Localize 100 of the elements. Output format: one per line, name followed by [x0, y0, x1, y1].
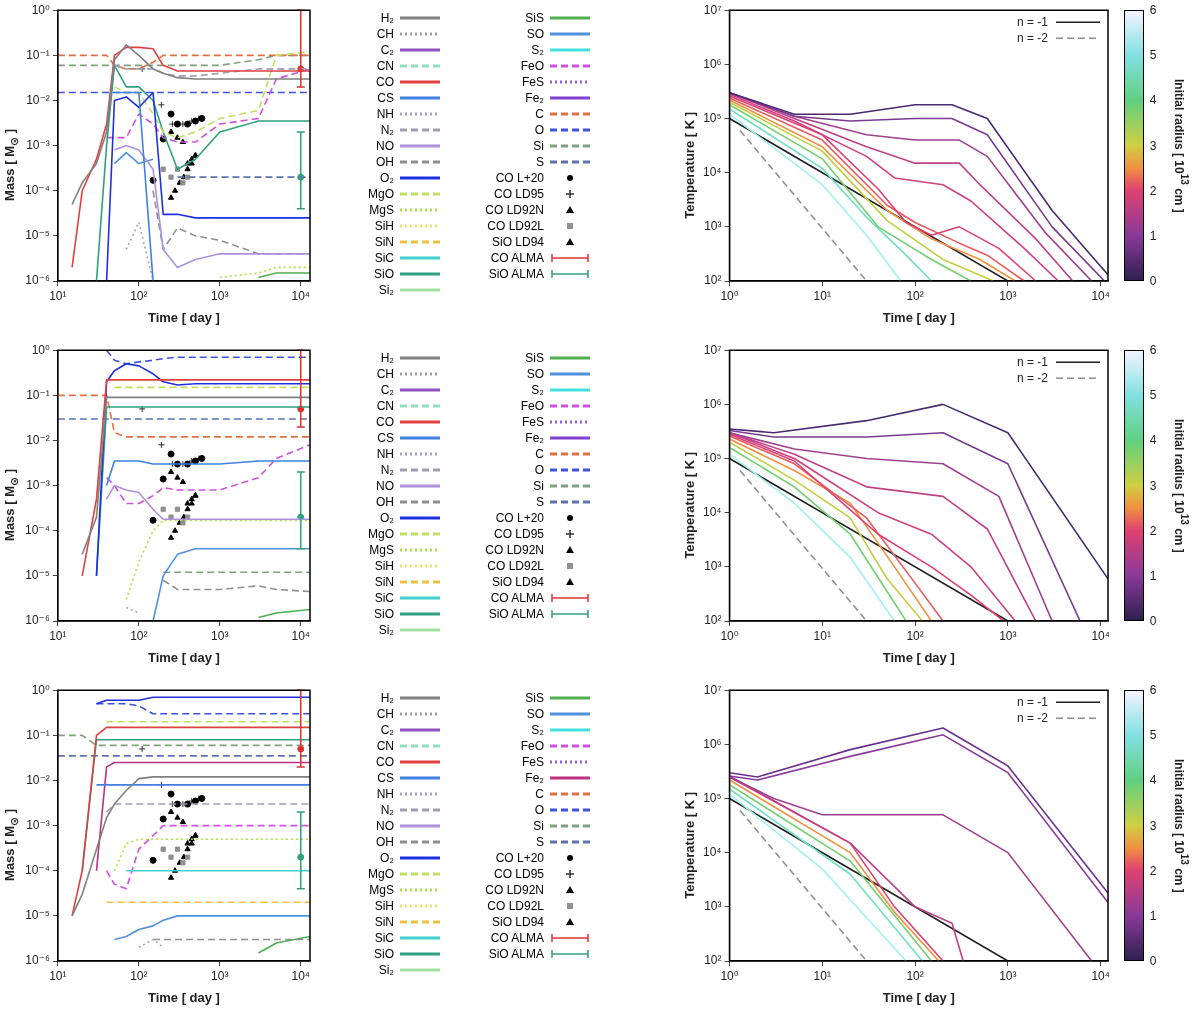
legend-label: SO [525, 707, 544, 721]
legend-label: CO [375, 755, 394, 769]
legend-label: O [533, 803, 544, 817]
legend-label: n = -1 [1016, 354, 1048, 369]
x-tick-label: 10² [906, 968, 924, 983]
y-tick-label: 10⁰ [31, 2, 51, 17]
x-tick-label: 10³ [998, 628, 1017, 643]
legend-label: n = -2 [1016, 30, 1048, 45]
y-tick-label: 10⁶ [702, 736, 722, 751]
legend-label: OH [375, 835, 394, 849]
legend-label: SiC [373, 591, 394, 605]
legend-label: SiH [373, 219, 394, 233]
legend-label: N₂ [379, 803, 394, 817]
y-tick-label: 10⁴ [702, 844, 722, 859]
legend-label: OH [375, 495, 394, 509]
legend-label: NH [375, 447, 394, 461]
x-axis-title: Time [ day ] [147, 649, 220, 665]
legend-label: S [535, 155, 544, 169]
x-tick-label: 10⁴ [1091, 968, 1110, 983]
y-tick-label: 10⁵ [702, 790, 722, 805]
y-tick-label: 10⁻⁶ [25, 953, 50, 968]
x-axis-title: Time [ day ] [882, 649, 955, 665]
y-tick-label: 10⁻⁵ [25, 908, 50, 923]
legend-label: n = -2 [1016, 370, 1048, 385]
legend-label: CO LD92L [486, 899, 544, 913]
legend-label: CO LD92N [484, 543, 544, 557]
legend-label: CO ALMA [489, 251, 544, 265]
legend-label: N₂ [379, 463, 394, 477]
legend-label: CH [375, 27, 394, 41]
legend-label: SiN [373, 235, 394, 249]
legend-label: C₂ [379, 43, 394, 57]
y-tick-label: 10⁻² [26, 432, 50, 447]
x-tick-label: 10¹ [813, 288, 831, 303]
x-tick-label: 10² [906, 288, 924, 303]
x-tick-label: 10³ [211, 968, 229, 983]
y-tick-label: 10³ [703, 899, 722, 914]
legend-label: SiS [524, 351, 544, 365]
color-bar-label: 0 [1149, 273, 1157, 289]
legend-label: SiO LD94 [490, 575, 544, 589]
x-axis-title: Time [ day ] [147, 309, 220, 325]
legend-label: CO LD92N [484, 883, 544, 897]
legend-label: Fe₂ [524, 771, 544, 785]
y-tick-label: 10⁷ [703, 2, 722, 17]
legend-label: Fe₂ [524, 91, 544, 105]
color-bar-label: 4 [1149, 432, 1157, 449]
legend-label: H₂ [379, 351, 394, 365]
y-tick-label: 10⁻² [26, 92, 50, 107]
legend-label: O [533, 463, 544, 477]
legend-label: S₂ [530, 43, 544, 57]
legend-label: SiO [373, 947, 394, 961]
y-tick-label: 10⁻⁵ [25, 568, 50, 583]
x-axis-title: Time [ day ] [882, 989, 955, 1005]
color-bar-label: 2 [1149, 182, 1157, 199]
legend-label: SiO ALMA [487, 267, 544, 281]
x-tick-label: 10² [906, 628, 924, 643]
y-tick-label: 10⁶ [702, 56, 722, 71]
legend-label: CS [376, 431, 394, 445]
color-bar-label: 4 [1149, 772, 1157, 789]
color-bar-label: 4 [1149, 92, 1157, 109]
legend-label: Si₂ [377, 623, 394, 637]
legend-label: SO [525, 27, 544, 41]
legend-label: SiN [373, 575, 394, 589]
legend-label: n = -1 [1016, 14, 1048, 29]
color-bar-label: 6 [1149, 342, 1157, 359]
y-tick-label: 10⁷ [703, 682, 722, 697]
x-tick-label: 10² [130, 968, 148, 983]
legend-label: SiC [373, 931, 394, 945]
legend-label: FeO [519, 739, 544, 753]
legend-label: CO L+20 [494, 851, 544, 865]
color-bar-label: 2 [1149, 522, 1157, 539]
legend-label: SiC [373, 251, 394, 265]
legend-label: n = -2 [1016, 710, 1048, 725]
x-tick-label: 10⁴ [1091, 288, 1110, 303]
legend-label: O₂ [379, 171, 394, 185]
legend-label: SiO LD94 [490, 235, 544, 249]
x-tick-label: 10³ [211, 628, 229, 643]
x-axis-title: Time [ day ] [147, 989, 220, 1005]
legend-label: Si [532, 819, 544, 833]
legend-label: H₂ [379, 11, 394, 25]
legend-label: S₂ [530, 723, 544, 737]
x-tick-label: 10² [130, 288, 148, 303]
y-tick-label: 10⁻¹ [26, 387, 50, 402]
legend-label: C₂ [379, 723, 394, 737]
legend-label: S [535, 495, 544, 509]
x-axis-title: Time [ day ] [882, 309, 955, 325]
legend-label: OH [375, 155, 394, 169]
x-tick-label: 10² [130, 628, 148, 643]
color-bar-label: 5 [1149, 387, 1157, 404]
y-tick-label: 10³ [703, 219, 722, 234]
x-tick-label: 10³ [998, 288, 1017, 303]
legend-label: CH [375, 707, 394, 721]
x-tick-label: 10⁰ [720, 968, 739, 983]
x-tick-label: 10⁰ [720, 628, 739, 643]
y-axis-title: Temperature [ K ] [682, 111, 698, 219]
y-tick-label: 10⁻² [26, 772, 50, 787]
y-tick-label: 10⁰ [31, 682, 51, 697]
color-bar-label: 2 [1149, 862, 1157, 879]
legend-label: NO [375, 479, 394, 493]
color-bar-label: 0 [1149, 953, 1157, 969]
y-tick-label: 10⁵ [702, 110, 722, 125]
